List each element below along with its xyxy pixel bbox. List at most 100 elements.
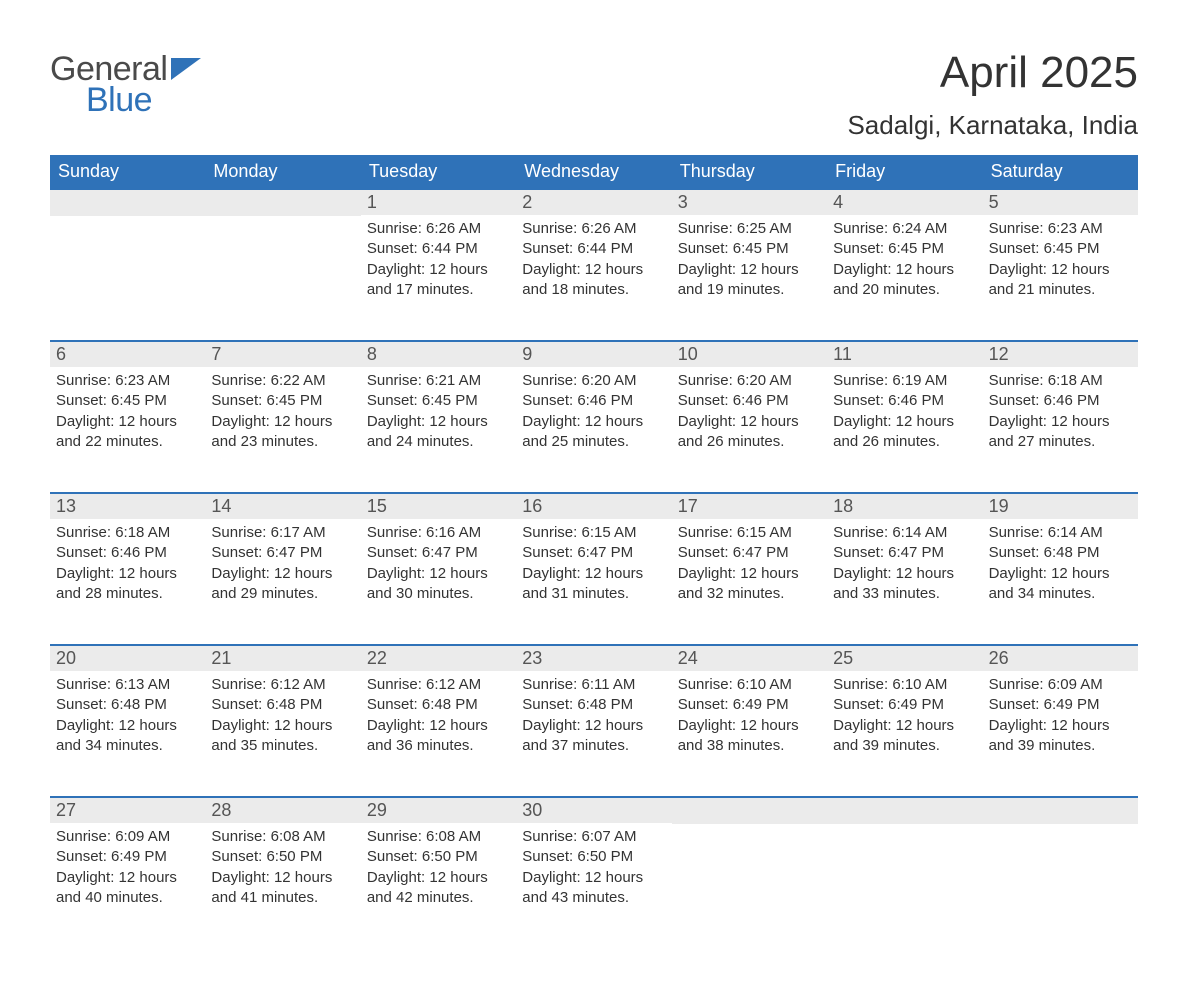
day-number: 6 bbox=[50, 342, 205, 367]
sunrise-text: Sunrise: 6:10 AM bbox=[678, 675, 821, 695]
daylight-text: Daylight: 12 hours and 27 minutes. bbox=[989, 412, 1132, 453]
day-number: 24 bbox=[672, 646, 827, 671]
sunset-text: Sunset: 6:44 PM bbox=[522, 239, 665, 259]
daylight-text: Daylight: 12 hours and 38 minutes. bbox=[678, 716, 821, 757]
day-number: 8 bbox=[361, 342, 516, 367]
brand-logo: General Blue bbox=[50, 50, 201, 120]
day-number: 27 bbox=[50, 798, 205, 823]
day-number: 10 bbox=[672, 342, 827, 367]
day-cell: 21 Sunrise: 6:12 AMSunset: 6:48 PMDayligh… bbox=[205, 644, 360, 796]
day-details: Sunrise: 6:23 AMSunset: 6:45 PMDaylight:… bbox=[983, 215, 1138, 306]
sunset-text: Sunset: 6:47 PM bbox=[678, 543, 821, 563]
day-details: Sunrise: 6:25 AMSunset: 6:45 PMDaylight:… bbox=[672, 215, 827, 306]
day-details: Sunrise: 6:18 AMSunset: 6:46 PMDaylight:… bbox=[983, 367, 1138, 458]
day-number: 13 bbox=[50, 494, 205, 519]
daylight-text: Daylight: 12 hours and 35 minutes. bbox=[211, 716, 354, 757]
sunrise-text: Sunrise: 6:08 AM bbox=[367, 827, 510, 847]
sunset-text: Sunset: 6:45 PM bbox=[989, 239, 1132, 259]
sunset-text: Sunset: 6:48 PM bbox=[56, 695, 199, 715]
sunrise-text: Sunrise: 6:14 AM bbox=[989, 523, 1132, 543]
sunrise-text: Sunrise: 6:14 AM bbox=[833, 523, 976, 543]
day-cell: 25Sunrise: 6:10 AMSunset: 6:49 PMDayligh… bbox=[827, 644, 982, 796]
day-number: 7 bbox=[205, 342, 360, 367]
day-cell: 24Sunrise: 6:10 AMSunset: 6:49 PMDayligh… bbox=[672, 644, 827, 796]
logo-word-blue: Blue bbox=[86, 81, 152, 120]
day-number: 26 bbox=[983, 646, 1138, 671]
day-number: 20 bbox=[50, 646, 205, 671]
day-cell: 14Sunrise: 6:17 AMSunset: 6:47 PMDayligh… bbox=[205, 492, 360, 644]
day-cell: 19Sunrise: 6:14 AMSunset: 6:48 PMDayligh… bbox=[983, 492, 1138, 644]
day-cell: 18Sunrise: 6:14 AMSunset: 6:47 PMDayligh… bbox=[827, 492, 982, 644]
day-number: 1 bbox=[361, 190, 516, 215]
day-cell: 4Sunrise: 6:24 AMSunset: 6:45 PMDaylight… bbox=[827, 188, 982, 340]
day-details: Sunrise: 6:17 AMSunset: 6:47 PMDaylight:… bbox=[205, 519, 360, 610]
daylight-text: Daylight: 12 hours and 26 minutes. bbox=[833, 412, 976, 453]
day-details: Sunrise: 6:08 AMSunset: 6:50 PMDaylight:… bbox=[205, 823, 360, 914]
daylight-text: Daylight: 12 hours and 18 minutes. bbox=[522, 260, 665, 301]
sunset-text: Sunset: 6:44 PM bbox=[367, 239, 510, 259]
day-number bbox=[983, 798, 1138, 824]
day-cell: 1Sunrise: 6:26 AMSunset: 6:44 PMDaylight… bbox=[361, 188, 516, 340]
day-cell: 17Sunrise: 6:15 AMSunset: 6:47 PMDayligh… bbox=[672, 492, 827, 644]
day-details: Sunrise: 6:10 AMSunset: 6:49 PMDaylight:… bbox=[827, 671, 982, 762]
empty-day-cell bbox=[672, 796, 827, 948]
sunrise-text: Sunrise: 6:13 AM bbox=[56, 675, 199, 695]
daylight-text: Daylight: 12 hours and 29 minutes. bbox=[211, 564, 354, 605]
sunset-text: Sunset: 6:48 PM bbox=[989, 543, 1132, 563]
daylight-text: Daylight: 12 hours and 25 minutes. bbox=[522, 412, 665, 453]
day-details: Sunrise: 6:19 AMSunset: 6:46 PMDaylight:… bbox=[827, 367, 982, 458]
day-cell: 5Sunrise: 6:23 AMSunset: 6:45 PMDaylight… bbox=[983, 188, 1138, 340]
day-number bbox=[827, 798, 982, 824]
daylight-text: Daylight: 12 hours and 42 minutes. bbox=[367, 868, 510, 909]
sunrise-text: Sunrise: 6:16 AM bbox=[367, 523, 510, 543]
day-number: 21 bbox=[205, 646, 360, 671]
day-cell: 7Sunrise: 6:22 AMSunset: 6:45 PMDaylight… bbox=[205, 340, 360, 492]
sunset-text: Sunset: 6:45 PM bbox=[833, 239, 976, 259]
day-details: Sunrise: 6:20 AMSunset: 6:46 PMDaylight:… bbox=[672, 367, 827, 458]
weekday-header: Friday bbox=[827, 155, 982, 188]
weekday-header: Sunday bbox=[50, 155, 205, 188]
daylight-text: Daylight: 12 hours and 37 minutes. bbox=[522, 716, 665, 757]
day-number: 12 bbox=[983, 342, 1138, 367]
daylight-text: Daylight: 12 hours and 24 minutes. bbox=[367, 412, 510, 453]
day-cell: 22Sunrise: 6:12 AMSunset: 6:48 PMDayligh… bbox=[361, 644, 516, 796]
day-details: Sunrise: 6:14 AMSunset: 6:47 PMDaylight:… bbox=[827, 519, 982, 610]
month-title: April 2025 bbox=[847, 50, 1138, 96]
sunset-text: Sunset: 6:45 PM bbox=[211, 391, 354, 411]
day-details: Sunrise: 6:21 AMSunset: 6:45 PMDaylight:… bbox=[361, 367, 516, 458]
daylight-text: Daylight: 12 hours and 23 minutes. bbox=[211, 412, 354, 453]
day-number: 17 bbox=[672, 494, 827, 519]
daylight-text: Daylight: 12 hours and 20 minutes. bbox=[833, 260, 976, 301]
sunrise-text: Sunrise: 6:25 AM bbox=[678, 219, 821, 239]
sunrise-text: Sunrise: 6:11 AM bbox=[522, 675, 665, 695]
sunset-text: Sunset: 6:46 PM bbox=[56, 543, 199, 563]
day-details: Sunrise: 6:08 AMSunset: 6:50 PMDaylight:… bbox=[361, 823, 516, 914]
day-details: Sunrise: 6:09 AMSunset: 6:49 PMDaylight:… bbox=[50, 823, 205, 914]
sunrise-text: Sunrise: 6:20 AM bbox=[678, 371, 821, 391]
day-details: Sunrise: 6:15 AMSunset: 6:47 PMDaylight:… bbox=[672, 519, 827, 610]
weekday-header: Wednesday bbox=[516, 155, 671, 188]
day-details: Sunrise: 6:23 AMSunset: 6:45 PMDaylight:… bbox=[50, 367, 205, 458]
day-details: Sunrise: 6:09 AMSunset: 6:49 PMDaylight:… bbox=[983, 671, 1138, 762]
day-number: 30 bbox=[516, 798, 671, 823]
day-details: Sunrise: 6:11 AMSunset: 6:48 PMDaylight:… bbox=[516, 671, 671, 762]
day-cell: 11Sunrise: 6:19 AMSunset: 6:46 PMDayligh… bbox=[827, 340, 982, 492]
day-cell: 2Sunrise: 6:26 AMSunset: 6:44 PMDaylight… bbox=[516, 188, 671, 340]
empty-day-cell bbox=[50, 188, 205, 340]
sunset-text: Sunset: 6:48 PM bbox=[367, 695, 510, 715]
sunrise-text: Sunrise: 6:19 AM bbox=[833, 371, 976, 391]
day-details: Sunrise: 6:22 AMSunset: 6:45 PMDaylight:… bbox=[205, 367, 360, 458]
daylight-text: Daylight: 12 hours and 22 minutes. bbox=[56, 412, 199, 453]
sunset-text: Sunset: 6:47 PM bbox=[211, 543, 354, 563]
daylight-text: Daylight: 12 hours and 31 minutes. bbox=[522, 564, 665, 605]
sunset-text: Sunset: 6:48 PM bbox=[211, 695, 354, 715]
weekday-header: Monday bbox=[205, 155, 360, 188]
daylight-text: Daylight: 12 hours and 39 minutes. bbox=[833, 716, 976, 757]
day-details: Sunrise: 6:12 AMSunset: 6:48 PMDaylight:… bbox=[361, 671, 516, 762]
day-details: Sunrise: 6:16 AMSunset: 6:47 PMDaylight:… bbox=[361, 519, 516, 610]
day-cell: 3Sunrise: 6:25 AMSunset: 6:45 PMDaylight… bbox=[672, 188, 827, 340]
sunrise-text: Sunrise: 6:23 AM bbox=[989, 219, 1132, 239]
sunrise-text: Sunrise: 6:12 AM bbox=[211, 675, 354, 695]
calendar-grid: SundayMondayTuesdayWednesdayThursdayFrid… bbox=[50, 155, 1138, 948]
day-details: Sunrise: 6:15 AMSunset: 6:47 PMDaylight:… bbox=[516, 519, 671, 610]
